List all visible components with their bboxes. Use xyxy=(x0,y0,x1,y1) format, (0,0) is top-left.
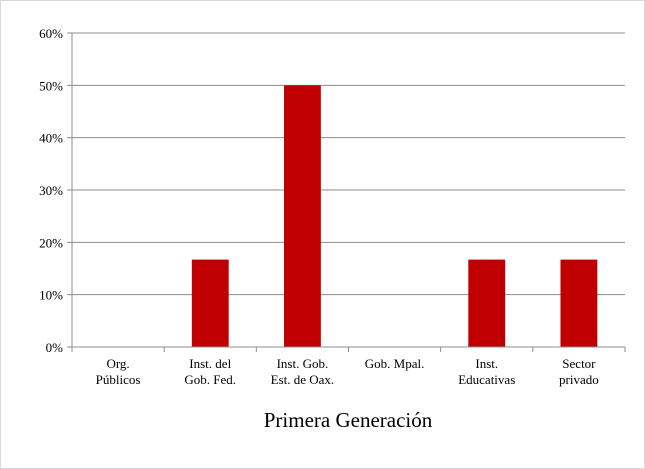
x-tick-label: Inst. Gob. Est. de Oax. xyxy=(271,356,335,387)
x-tick-label: Sector privado xyxy=(559,356,599,387)
y-tick-label: 40% xyxy=(39,131,63,146)
x-axis-title: Primera Generación xyxy=(264,408,433,432)
x-tick-label: Inst. del Gob. Fed. xyxy=(184,356,236,387)
y-tick-label: 0% xyxy=(46,340,64,355)
y-tick-label: 30% xyxy=(39,183,63,198)
bar xyxy=(560,259,598,347)
bar xyxy=(191,259,229,347)
x-tick-label: Inst. Educativas xyxy=(458,356,515,387)
y-tick-label: 20% xyxy=(39,235,63,250)
y-tick-label: 50% xyxy=(39,78,63,93)
bar xyxy=(468,259,506,347)
x-tick-label: Org. Públicos xyxy=(96,356,141,387)
x-tick-label: Gob. Mpal. xyxy=(365,356,425,371)
y-tick-label: 10% xyxy=(39,288,63,303)
y-tick-label: 60% xyxy=(39,26,63,41)
bar xyxy=(283,85,321,347)
